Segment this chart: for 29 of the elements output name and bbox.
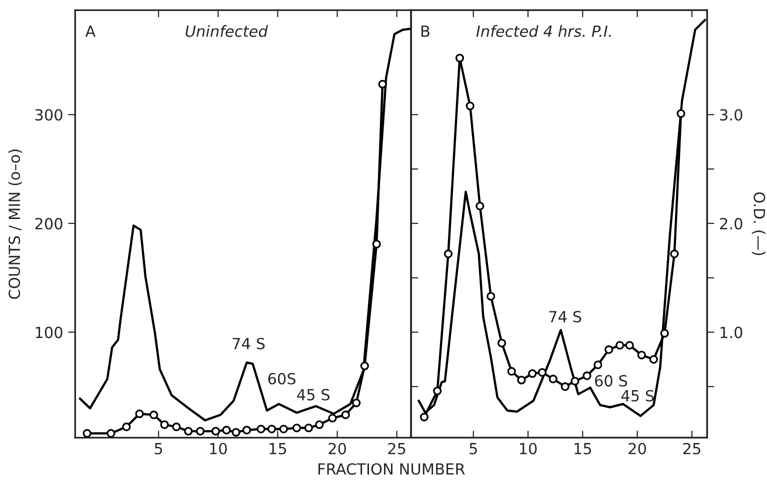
x-tick-label: 25 [683, 442, 700, 454]
annotation: A [85, 26, 96, 37]
x-tick-label: 5 [154, 443, 162, 454]
x-tick-label: 20 [628, 442, 646, 454]
x-tick-label: 20 [328, 442, 346, 454]
x-axis-title: FRACTION NUMBER [318, 463, 465, 475]
y-axis-title: COUNTS / MIN (o–o) [8, 150, 22, 299]
annotation: 45 S [621, 390, 654, 402]
x-tick-label: 15 [270, 443, 286, 454]
x-tick-label: 10 [520, 442, 537, 454]
text: Uninfected [186, 25, 268, 37]
annotation: 60 S [595, 375, 628, 387]
y-tick-label: 100 [36, 326, 62, 338]
x-tick-label: 25 [388, 442, 406, 454]
annotation: 74 S [232, 338, 265, 350]
y-tick-label: 300 [35, 109, 62, 121]
annotation: 45 S [297, 388, 330, 400]
annotation: 60S [268, 372, 296, 384]
x-tick-label: 5 [470, 443, 477, 454]
annotation: B [421, 26, 430, 37]
annotation: 74 S [549, 310, 582, 322]
y2-tick-label: 2.0 [720, 218, 742, 230]
y2-tick-label: 1.0 [720, 326, 742, 338]
x-tick-label: 15 [574, 443, 592, 454]
text: Infected 4 hrs. P.I. [476, 25, 611, 37]
y2-tick-label: 3.0 [720, 109, 742, 121]
y-tick-label: 200 [35, 218, 62, 230]
y2-axis-title: O.D. (—) [752, 192, 766, 256]
x-tick-label: 10 [210, 442, 227, 454]
